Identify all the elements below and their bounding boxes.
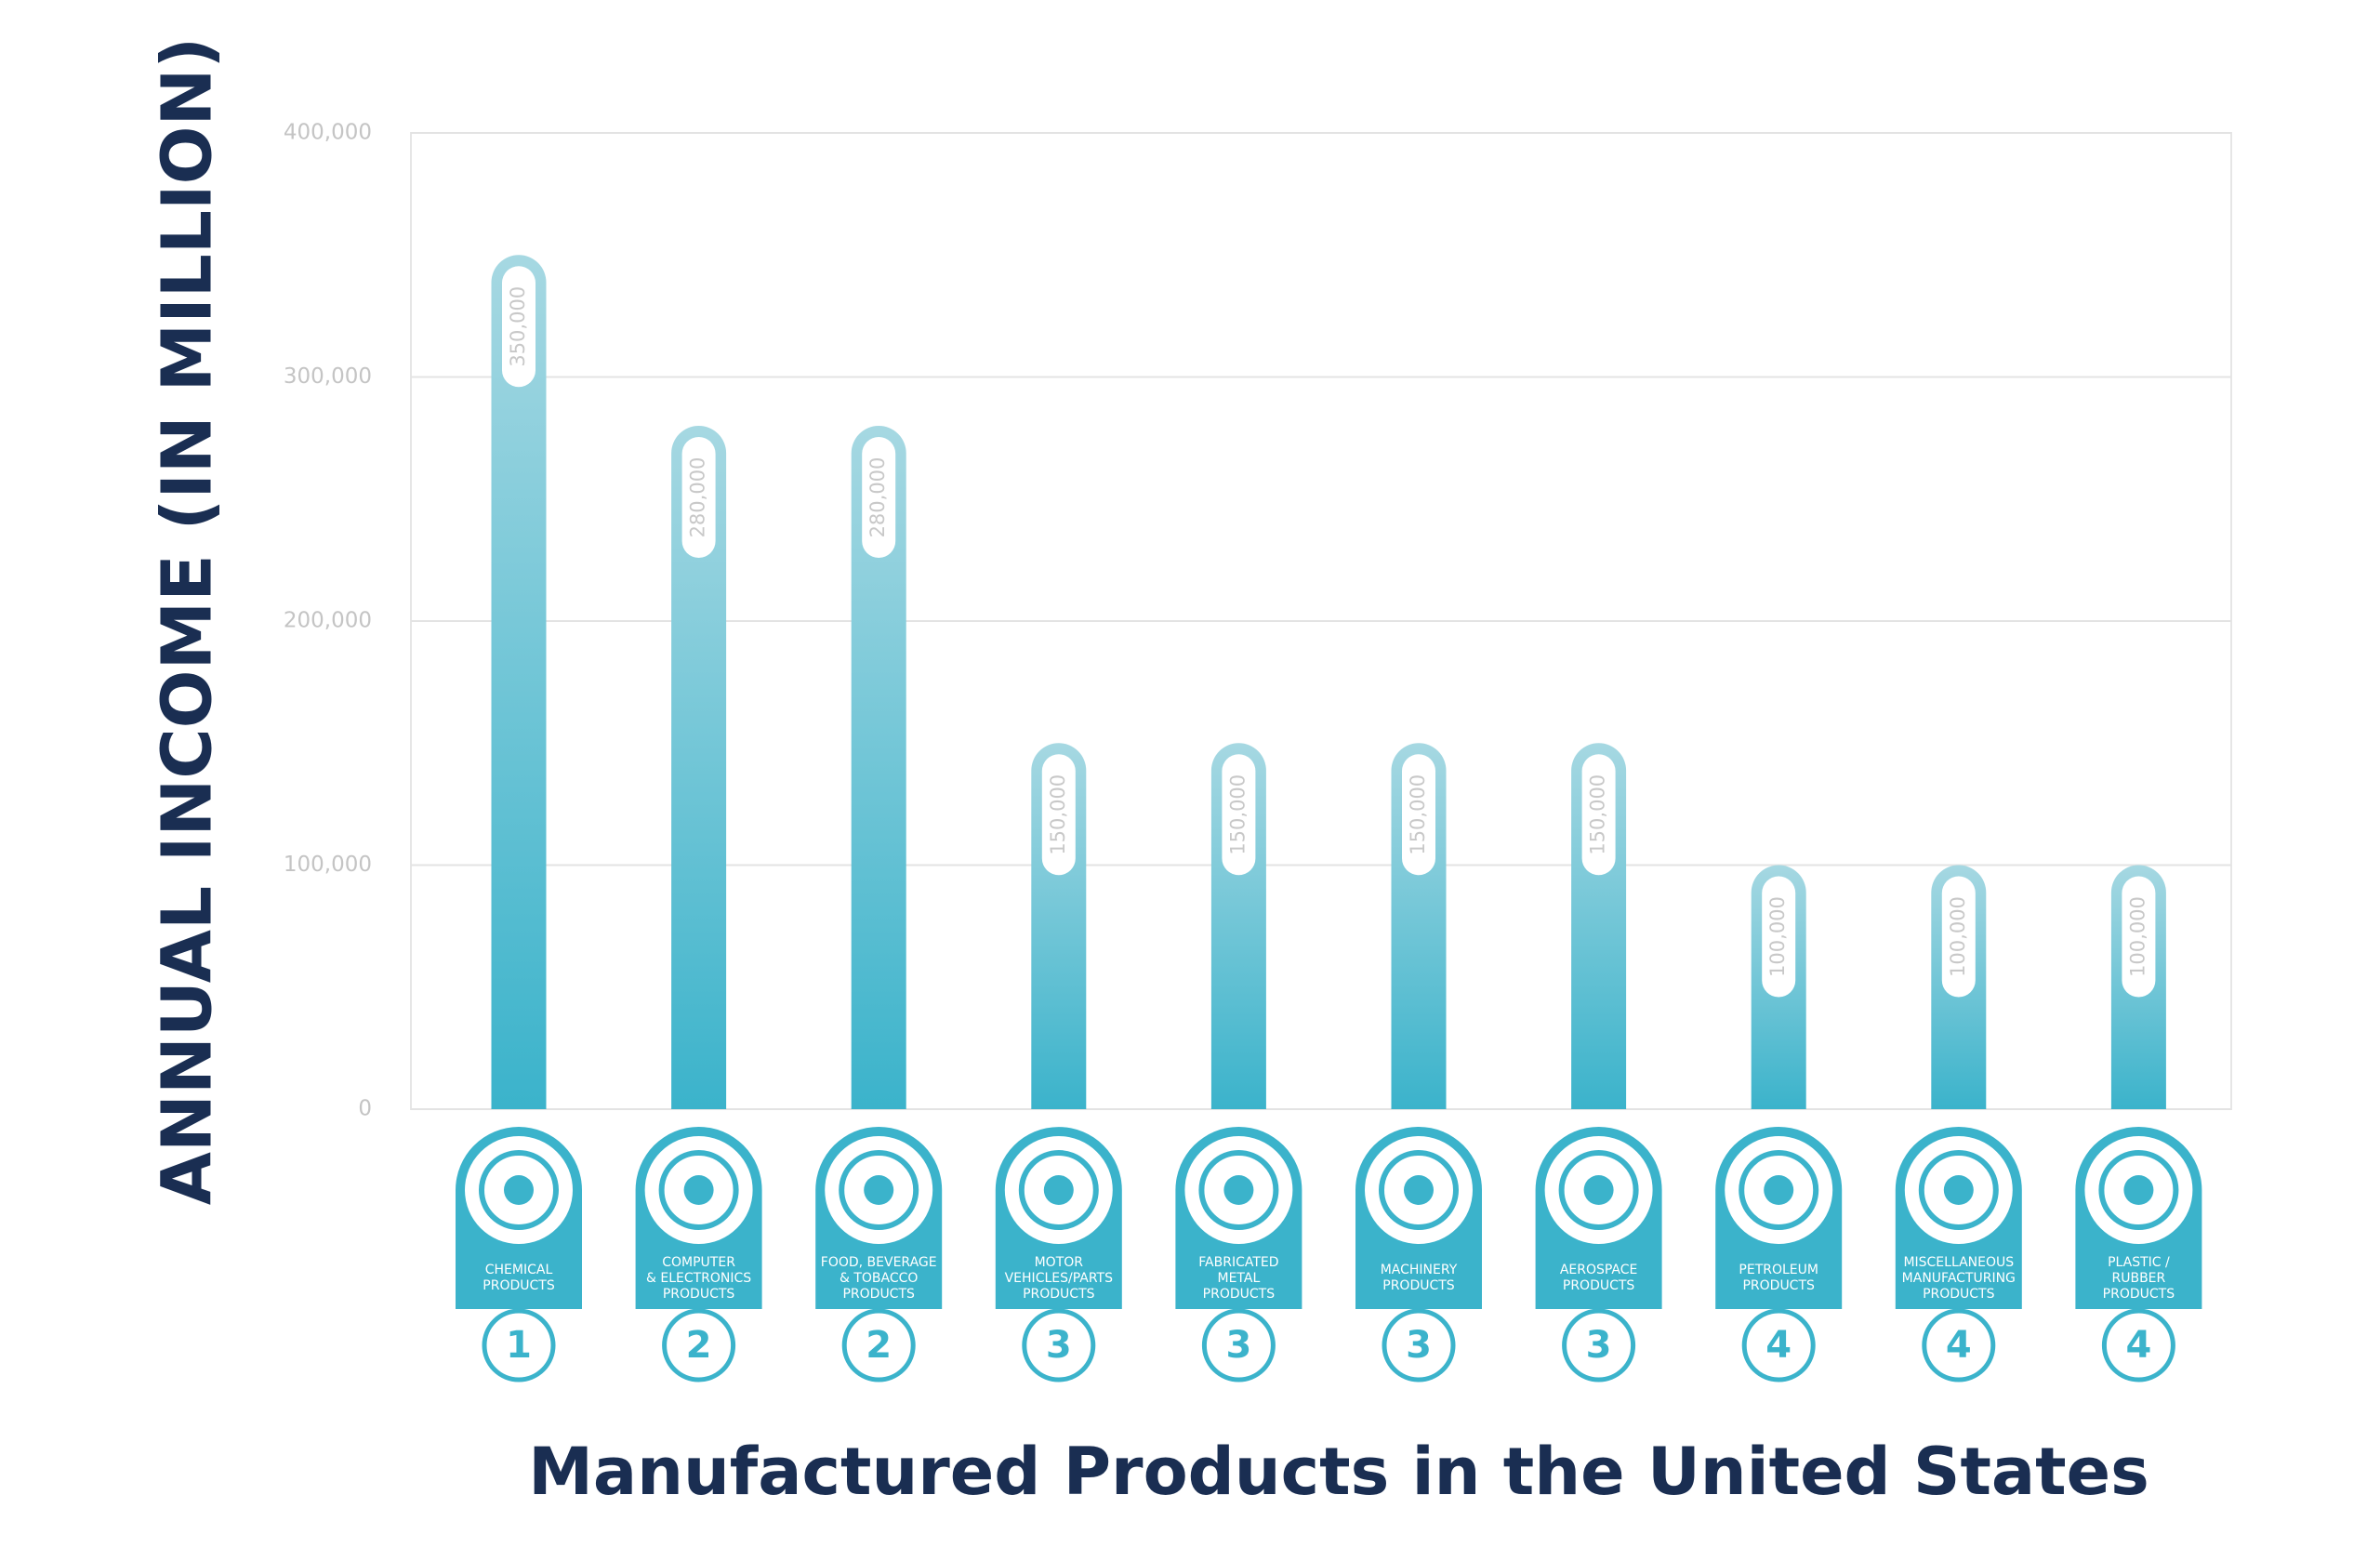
value-label: 150,000 xyxy=(1226,774,1249,855)
y-tick-label: 200,000 xyxy=(284,609,372,633)
rank-label: 4 xyxy=(1946,1324,1972,1367)
chart-title: Manufactured Products in the United Stat… xyxy=(528,1434,2149,1510)
y-tick-label: 100,000 xyxy=(284,853,372,877)
y-tick-label: 0 xyxy=(358,1097,372,1121)
y-axis-label: ANNUAL INCOME (IN MILLION) xyxy=(148,37,228,1205)
category-label: MOTOR VEHICLES/PARTS PRODUCTS xyxy=(1004,1254,1113,1302)
rank-circle xyxy=(662,1308,736,1382)
rank-circle xyxy=(2101,1308,2175,1382)
category-label: COMPUTER & ELECTRONICS PRODUCTS xyxy=(645,1254,752,1302)
icon-dot xyxy=(864,1175,894,1205)
icon-dot xyxy=(1223,1175,1254,1205)
rank-label: 2 xyxy=(866,1324,892,1367)
category-box: FABRICATED METAL PRODUCTS xyxy=(1198,1254,1279,1302)
icon-ring xyxy=(658,1150,739,1230)
rank-label: 3 xyxy=(1586,1324,1612,1367)
icon-ring xyxy=(839,1150,919,1230)
category-box: CHEMICAL PRODUCTS xyxy=(483,1263,555,1293)
value-label: 100,000 xyxy=(1766,896,1789,977)
value-pill xyxy=(1222,754,1256,876)
icon-dot xyxy=(2123,1175,2154,1205)
icon-ring xyxy=(1379,1150,1459,1230)
category-label: CHEMICAL PRODUCTS xyxy=(483,1263,555,1293)
icon-dot xyxy=(504,1175,534,1205)
category-label: FOOD, BEVERAGE & TOBACCO PRODUCTS xyxy=(820,1254,937,1302)
category-label: AEROSPACE PRODUCTS xyxy=(1559,1263,1638,1293)
rank-label: 1 xyxy=(506,1324,532,1367)
category-box: MOTOR VEHICLES/PARTS PRODUCTS xyxy=(1004,1254,1113,1302)
value-pill xyxy=(681,437,716,558)
category-label: MACHINERY PRODUCTS xyxy=(1380,1263,1458,1293)
icon-ring xyxy=(1739,1150,1819,1230)
rank-circle xyxy=(1741,1308,1816,1382)
category-label: MISCELLANEOUS MANUFACTURING PRODUCTS xyxy=(1901,1254,2016,1302)
category-box: PLASTIC / RUBBER PRODUCTS xyxy=(2102,1254,2175,1302)
value-pill xyxy=(1581,754,1616,876)
rank-circle xyxy=(841,1308,916,1382)
rank-circle xyxy=(1922,1308,1996,1382)
value-label: 350,000 xyxy=(507,286,529,367)
value-label: 100,000 xyxy=(1947,896,1969,977)
icon-ring xyxy=(1198,1150,1279,1230)
category-box: FOOD, BEVERAGE & TOBACCO PRODUCTS xyxy=(820,1254,937,1302)
rank-circle xyxy=(1562,1308,1636,1382)
rank-label: 4 xyxy=(1765,1324,1792,1367)
rank-label: 3 xyxy=(1406,1324,1432,1367)
value-label: 280,000 xyxy=(687,457,709,538)
icon-dot xyxy=(1404,1175,1434,1205)
y-tick-label: 300,000 xyxy=(284,364,372,389)
category-box: MACHINERY PRODUCTS xyxy=(1380,1263,1458,1293)
icon-ring xyxy=(1918,1150,1999,1230)
bar xyxy=(851,425,906,1109)
bar xyxy=(671,425,727,1109)
icon-ring xyxy=(479,1150,559,1230)
icon-dot xyxy=(1764,1175,1794,1205)
category-box: AEROSPACE PRODUCTS xyxy=(1559,1263,1638,1293)
rank-circle xyxy=(1022,1308,1096,1382)
rank-label: 3 xyxy=(1046,1324,1072,1367)
category-label: PETROLEUM PRODUCTS xyxy=(1739,1263,1818,1293)
value-pill xyxy=(1041,754,1076,876)
icon-ring xyxy=(1018,1150,1099,1230)
value-label: 150,000 xyxy=(1587,774,1609,855)
icon-dot xyxy=(1943,1175,1974,1205)
value-pill xyxy=(1762,876,1796,998)
rank-circle xyxy=(1201,1308,1276,1382)
icon-dot xyxy=(1043,1175,1074,1205)
category-box: PETROLEUM PRODUCTS xyxy=(1739,1263,1818,1293)
icon-ring xyxy=(1558,1150,1639,1230)
value-label: 150,000 xyxy=(1407,774,1429,855)
icon-dot xyxy=(683,1175,714,1205)
rank-label: 2 xyxy=(686,1324,712,1367)
value-pill xyxy=(502,266,536,388)
rank-label: 3 xyxy=(1225,1324,1251,1367)
category-label: PLASTIC / RUBBER PRODUCTS xyxy=(2102,1254,2175,1302)
rank-circle xyxy=(482,1308,556,1382)
value-label: 150,000 xyxy=(1047,774,1069,855)
category-box: COMPUTER & ELECTRONICS PRODUCTS xyxy=(645,1254,752,1302)
category-label: FABRICATED METAL PRODUCTS xyxy=(1198,1254,1279,1302)
value-pill xyxy=(1941,876,1976,998)
value-label: 100,000 xyxy=(2126,896,2149,977)
value-pill xyxy=(1402,754,1435,876)
rank-label: 4 xyxy=(2125,1324,2151,1367)
value-pill xyxy=(862,437,896,558)
bar xyxy=(491,255,547,1109)
rank-circle xyxy=(1382,1308,1456,1382)
category-box: MISCELLANEOUS MANUFACTURING PRODUCTS xyxy=(1901,1254,2016,1302)
icon-ring xyxy=(2098,1150,2179,1230)
value-label: 280,000 xyxy=(866,457,889,538)
value-pill xyxy=(2122,876,2156,998)
y-tick-label: 400,000 xyxy=(284,121,372,145)
icon-dot xyxy=(1583,1175,1614,1205)
